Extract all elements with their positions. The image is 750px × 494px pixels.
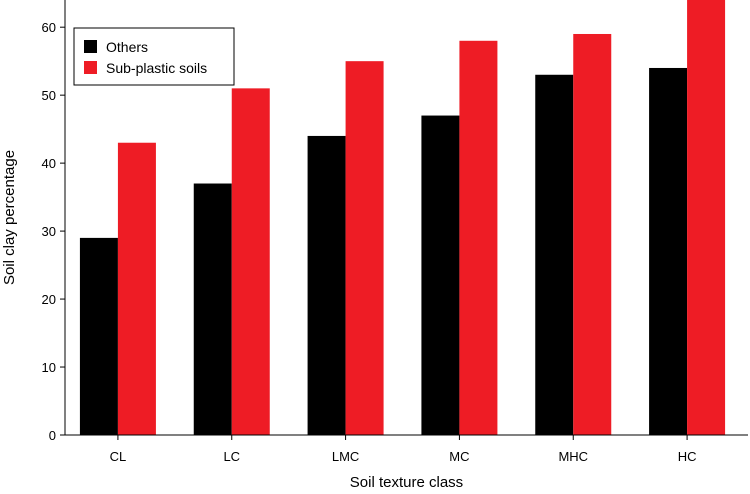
legend-box xyxy=(73,27,235,86)
y-tick-label: 50 xyxy=(42,88,56,103)
legend: Others Sub-plastic soils xyxy=(73,27,235,86)
bar-lmc-sub-plastic-soils xyxy=(345,61,384,435)
bar-lc-sub-plastic-soils xyxy=(231,88,270,435)
y-tick-label: 10 xyxy=(42,360,56,375)
bar-hc-sub-plastic-soils xyxy=(687,0,726,435)
y-tick-label: 60 xyxy=(42,20,56,35)
y-tick-label: 20 xyxy=(42,292,56,307)
legend-swatch-sub-plastic-soils xyxy=(84,61,97,74)
bars xyxy=(79,0,726,435)
legend-swatch-others xyxy=(84,40,97,53)
x-tick-label: MHC xyxy=(558,449,588,464)
legend-label-sub-plastic-soils: Sub-plastic soils xyxy=(106,60,207,76)
bar-lc-others xyxy=(193,183,232,435)
bar-cl-sub-plastic-soils xyxy=(117,142,156,435)
bar-hc-others xyxy=(649,67,688,435)
legend-label-others: Others xyxy=(106,39,148,55)
bar-mhc-sub-plastic-soils xyxy=(573,33,612,435)
axes xyxy=(60,0,748,440)
y-tick-label: 40 xyxy=(42,156,56,171)
y-axis-title: Soil clay percentage xyxy=(1,150,18,285)
x-axis-title: Soil texture class xyxy=(350,474,463,489)
bar-mc-sub-plastic-soils xyxy=(459,40,498,435)
x-tick-label: LMC xyxy=(332,449,359,464)
y-tick-label: 30 xyxy=(42,224,56,239)
x-tick-label: CL xyxy=(110,449,127,464)
tick-labels: CL LC LMC MC MHC HC 0 10 20 30 40 50 60 xyxy=(42,20,697,464)
y-tick-label: 0 xyxy=(49,428,56,443)
bar-cl-others xyxy=(79,237,118,435)
x-tick-label: MC xyxy=(449,449,469,464)
x-tick-label: LC xyxy=(223,449,240,464)
bar-mc-others xyxy=(421,115,460,435)
bar-mhc-others xyxy=(535,74,574,435)
bar-lmc-others xyxy=(307,135,346,435)
x-tick-label: HC xyxy=(678,449,697,464)
